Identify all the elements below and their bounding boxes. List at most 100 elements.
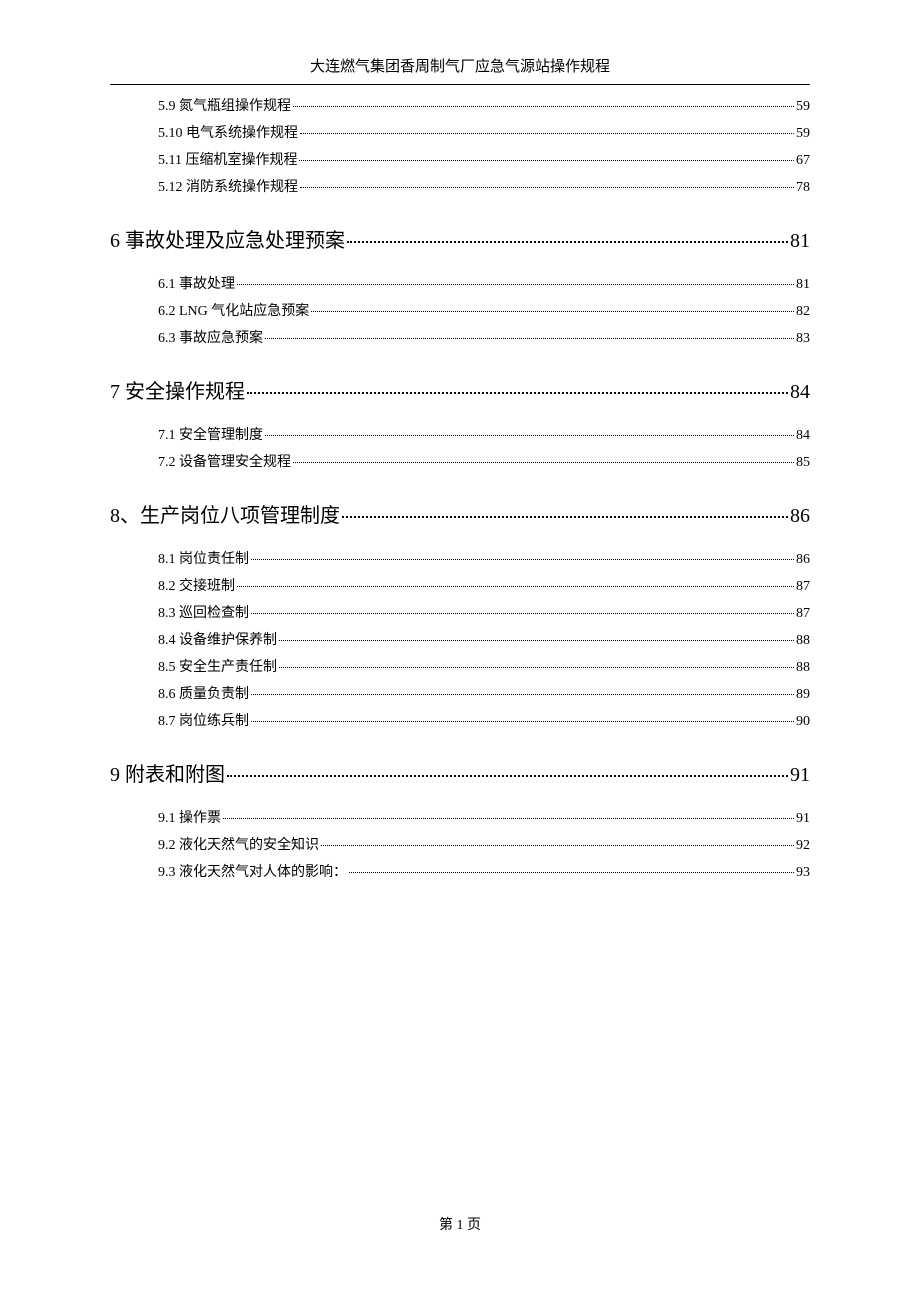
page-footer: 第 1 页 (0, 1214, 920, 1234)
toc-level2-item: 7.1 安全管理制度 84 (110, 424, 810, 444)
toc-level1-item: 7 安全操作规程 84 (110, 375, 810, 404)
page-header: 大连燃气集团香周制气厂应急气源站操作规程 (110, 55, 810, 76)
toc-label: 6 事故处理及应急处理预案 (110, 224, 345, 253)
toc-level2-item: 5.12 消防系统操作规程 78 (110, 176, 810, 196)
toc-label: 7.2 设备管理安全规程 (158, 451, 291, 471)
toc-content: 5.9 氮气瓶组操作规程 59 5.10 电气系统操作规程 59 5.11 压缩… (110, 95, 810, 881)
toc-level2-item: 7.2 设备管理安全规程 85 (110, 451, 810, 471)
toc-label: 8.1 岗位责任制 (158, 548, 249, 568)
toc-leader-dots (265, 338, 794, 339)
toc-level2-item: 6.3 事故应急预案 83 (110, 327, 810, 347)
toc-level1-item: 6 事故处理及应急处理预案 81 (110, 224, 810, 253)
toc-page-number: 91 (790, 764, 810, 787)
toc-level2-item: 5.10 电气系统操作规程 59 (110, 122, 810, 142)
toc-leader-dots (300, 187, 794, 188)
toc-page-number: 89 (796, 687, 810, 703)
toc-label: 6.2 LNG 气化站应急预案 (158, 300, 309, 320)
header-divider (110, 84, 810, 85)
toc-label: 5.9 氮气瓶组操作规程 (158, 95, 291, 115)
toc-level2-item: 9.2 液化天然气的安全知识 92 (110, 834, 810, 854)
toc-page-number: 93 (796, 865, 810, 881)
toc-page-number: 87 (796, 579, 810, 595)
toc-leader-dots (251, 694, 794, 695)
toc-leader-dots (349, 872, 794, 873)
toc-level2-item: 8.1 岗位责任制 86 (110, 548, 810, 568)
toc-level2-item: 8.6 质量负责制 89 (110, 683, 810, 703)
toc-leader-dots (247, 392, 788, 394)
toc-label: 8.7 岗位练兵制 (158, 710, 249, 730)
toc-section: 7 安全操作规程 84 7.1 安全管理制度 84 7.2 设备管理安全规程 8… (110, 375, 810, 471)
toc-page-number: 81 (796, 277, 810, 293)
toc-page-number: 88 (796, 660, 810, 676)
toc-page-number: 84 (796, 428, 810, 444)
toc-level2-item: 6.1 事故处理 81 (110, 273, 810, 293)
header-title: 大连燃气集团香周制气厂应急气源站操作规程 (310, 59, 610, 75)
toc-label: 8.3 巡回检查制 (158, 602, 249, 622)
toc-leader-dots (311, 311, 794, 312)
toc-leader-dots (279, 640, 794, 641)
toc-level2-item: 9.1 操作票 91 (110, 807, 810, 827)
toc-label: 8.4 设备维护保养制 (158, 629, 277, 649)
toc-page-number: 92 (796, 838, 810, 854)
toc-page-number: 86 (790, 505, 810, 528)
toc-section: 8、生产岗位八项管理制度 86 8.1 岗位责任制 86 8.2 交接班制 87… (110, 499, 810, 730)
toc-page-number: 83 (796, 331, 810, 347)
toc-label: 8、生产岗位八项管理制度 (110, 499, 340, 528)
toc-section: 9 附表和附图 91 9.1 操作票 91 9.2 液化天然气的安全知识 92 … (110, 758, 810, 881)
toc-label: 5.10 电气系统操作规程 (158, 122, 298, 142)
toc-section: 6 事故处理及应急处理预案 81 6.1 事故处理 81 6.2 LNG 气化站… (110, 224, 810, 347)
toc-page-number: 90 (796, 714, 810, 730)
toc-leader-dots (347, 241, 788, 243)
toc-leader-dots (251, 559, 794, 560)
toc-page-number: 78 (796, 180, 810, 196)
footer-page-number: 第 1 页 (439, 1218, 481, 1233)
toc-leader-dots (279, 667, 794, 668)
toc-level2-item: 8.7 岗位练兵制 90 (110, 710, 810, 730)
toc-page-number: 91 (796, 811, 810, 827)
toc-leader-dots (223, 818, 794, 819)
toc-page-number: 81 (790, 230, 810, 253)
toc-label: 8.2 交接班制 (158, 575, 235, 595)
toc-level1-item: 9 附表和附图 91 (110, 758, 810, 787)
toc-level2-item: 5.9 氮气瓶组操作规程 59 (110, 95, 810, 115)
toc-level2-item: 5.11 压缩机室操作规程 67 (110, 149, 810, 169)
toc-label: 8.6 质量负责制 (158, 683, 249, 703)
toc-page-number: 59 (796, 126, 810, 142)
toc-leader-dots (251, 721, 794, 722)
toc-leader-dots (321, 845, 794, 846)
toc-page-number: 87 (796, 606, 810, 622)
toc-label: 6.3 事故应急预案 (158, 327, 263, 347)
toc-leader-dots (342, 516, 788, 518)
toc-level2-item: 9.3 液化天然气对人体的影响： 93 (110, 861, 810, 881)
toc-page-number: 86 (796, 552, 810, 568)
toc-page-number: 67 (796, 153, 810, 169)
toc-label: 9.2 液化天然气的安全知识 (158, 834, 319, 854)
toc-leader-dots (299, 160, 794, 161)
toc-page-number: 84 (790, 381, 810, 404)
toc-level2-item: 8.3 巡回检查制 87 (110, 602, 810, 622)
toc-level2-item: 6.2 LNG 气化站应急预案 82 (110, 300, 810, 320)
toc-leader-dots (237, 586, 794, 587)
toc-label: 7.1 安全管理制度 (158, 424, 263, 444)
toc-leader-dots (300, 133, 794, 134)
toc-leader-dots (265, 435, 794, 436)
toc-page-number: 82 (796, 304, 810, 320)
toc-label: 7 安全操作规程 (110, 375, 245, 404)
toc-leader-dots (237, 284, 794, 285)
toc-label: 5.12 消防系统操作规程 (158, 176, 298, 196)
toc-leader-dots (293, 106, 794, 107)
toc-orphan-group: 5.9 氮气瓶组操作规程 59 5.10 电气系统操作规程 59 5.11 压缩… (110, 95, 810, 196)
toc-level2-item: 8.5 安全生产责任制 88 (110, 656, 810, 676)
toc-label: 9.3 液化天然气对人体的影响： (158, 861, 347, 881)
toc-page-number: 85 (796, 455, 810, 471)
toc-page-number: 88 (796, 633, 810, 649)
toc-leader-dots (251, 613, 794, 614)
toc-label: 9 附表和附图 (110, 758, 225, 787)
toc-label: 8.5 安全生产责任制 (158, 656, 277, 676)
toc-level1-item: 8、生产岗位八项管理制度 86 (110, 499, 810, 528)
toc-label: 9.1 操作票 (158, 807, 221, 827)
toc-label: 5.11 压缩机室操作规程 (158, 149, 297, 169)
toc-leader-dots (293, 462, 794, 463)
toc-page-number: 59 (796, 99, 810, 115)
toc-level2-item: 8.4 设备维护保养制 88 (110, 629, 810, 649)
